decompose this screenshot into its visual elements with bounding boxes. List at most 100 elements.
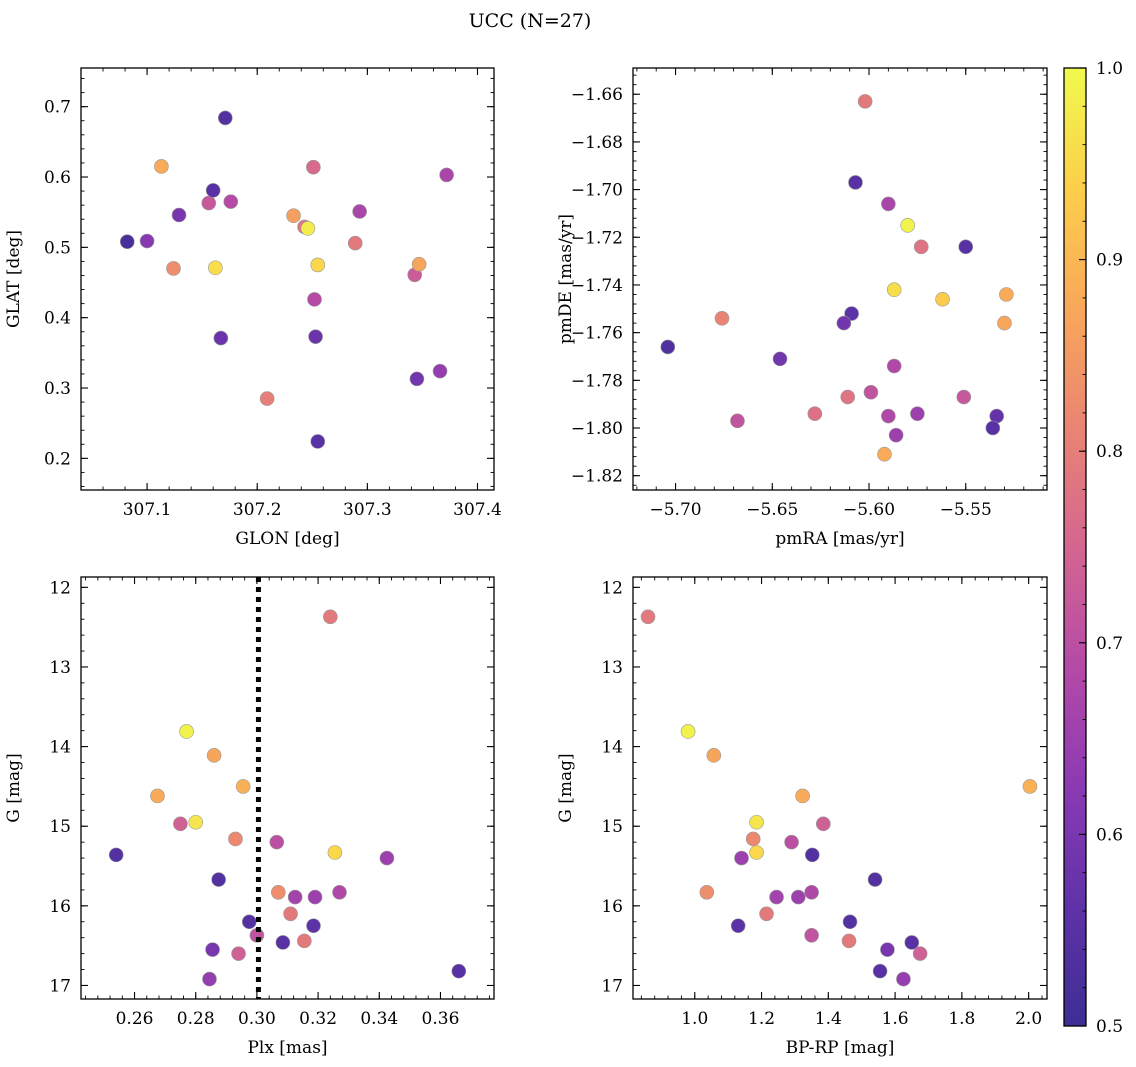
scatter-point xyxy=(997,315,1012,331)
scatter-point xyxy=(699,885,715,900)
scatter-point xyxy=(235,779,251,794)
scatter-point xyxy=(804,847,820,863)
panel-top-left: 307.1 307.2 307.3 307.4 0.2 0.3 0.4 0.5 0.6 0.7 GL… xyxy=(4,67,502,549)
scatter-point xyxy=(759,906,774,922)
scatter-point xyxy=(772,351,788,367)
scatter-point xyxy=(139,233,155,249)
scatter-point xyxy=(769,889,784,905)
scatter-point xyxy=(706,748,722,763)
y-tick-label: 0.4 xyxy=(44,309,71,329)
x-tick-label: 307.3 xyxy=(343,500,392,520)
scatter-point xyxy=(985,420,1001,436)
scatter-point xyxy=(888,427,904,443)
scatter-point xyxy=(872,963,888,979)
scatter-point xyxy=(714,311,730,326)
y-tick-label: −1.78 xyxy=(571,371,623,391)
scatter-point xyxy=(259,391,275,406)
scatter-point xyxy=(432,363,448,379)
scatter-point xyxy=(848,175,863,190)
scatter-point xyxy=(201,195,217,211)
scatter-point xyxy=(409,371,425,387)
x-axis-label: pmRA [mas/yr] xyxy=(775,529,904,549)
x-tick-label: 1.4 xyxy=(815,1009,842,1029)
scatter-point xyxy=(749,814,764,830)
y-tick-label: −1.72 xyxy=(571,228,623,248)
y-axis-label: G [mag] xyxy=(556,753,576,822)
colorbar-tick-label: 0.6 xyxy=(1096,825,1123,845)
scatter-point xyxy=(352,204,367,219)
scatter-point xyxy=(999,287,1014,302)
panel-bottom-left: 0.26 0.28 0.30 0.32 0.34 0.36 12 13 14 15 16 17 Plx … xyxy=(4,576,495,1058)
scatter-point xyxy=(867,872,883,887)
x-tick-label: 1.6 xyxy=(882,1009,909,1029)
scatter-point xyxy=(840,389,856,405)
scatter-point xyxy=(451,963,467,979)
scatter-point xyxy=(804,928,819,943)
scatter-point xyxy=(841,933,857,949)
x-tick-label: −5.70 xyxy=(650,500,702,520)
scatter-point xyxy=(269,834,285,850)
scatter-point xyxy=(680,724,696,739)
x-tick-label: −5.60 xyxy=(843,500,895,520)
scatter-point xyxy=(836,315,852,331)
y-tick-label: 17 xyxy=(601,976,623,996)
scatter-point xyxy=(211,872,226,887)
y-tick-label: −1.66 xyxy=(571,85,623,105)
scatter-point xyxy=(307,889,323,905)
scatter-point xyxy=(208,260,223,276)
scatter-point xyxy=(287,889,303,905)
y-tick-label: 0.3 xyxy=(44,379,71,399)
y-tick-label: 15 xyxy=(49,817,71,837)
panel-bottom-right: 1.0 1.2 1.4 1.6 1.8 2.0 12 13 14 15 16 17 BP-RP [mag… xyxy=(556,576,1048,1058)
scatter-point xyxy=(784,834,799,850)
scatter-point xyxy=(228,831,243,847)
scatter-point xyxy=(323,609,338,625)
scatter-point xyxy=(205,942,220,957)
scatter-point xyxy=(179,724,194,739)
axes-frame xyxy=(80,576,495,1000)
y-tick-label: −1.80 xyxy=(571,419,623,439)
x-tick-label: 1.2 xyxy=(748,1009,775,1029)
scatter-point xyxy=(223,194,239,209)
scatter-point xyxy=(347,235,363,251)
scatter-point xyxy=(206,748,222,763)
y-axis-label: GLAT [deg] xyxy=(4,230,24,328)
x-tick-label: −5.55 xyxy=(940,500,992,520)
y-tick-label: 17 xyxy=(49,976,71,996)
scatter-point xyxy=(171,207,187,223)
scatter-point xyxy=(749,845,764,860)
scatter-point xyxy=(863,384,879,400)
scatter-point xyxy=(795,788,810,804)
scatter-point xyxy=(896,971,911,987)
y-tick-label: 15 xyxy=(601,817,623,837)
scatter-point xyxy=(231,946,246,961)
scatter-point xyxy=(935,291,950,307)
x-tick-label: 0.32 xyxy=(299,1009,337,1029)
scatter-point xyxy=(306,918,321,934)
x-axis-label: BP-RP [mag] xyxy=(786,1038,895,1058)
x-tick-label: 307.1 xyxy=(123,500,172,520)
scatter-point xyxy=(108,847,124,863)
y-tick-label: −1.70 xyxy=(571,181,623,201)
colorbar: 0.5 0.6 0.7 0.8 0.9 1.0 xyxy=(1063,59,1123,1037)
scatter-point xyxy=(150,788,165,804)
scatter-point xyxy=(904,935,920,950)
scatter-point xyxy=(271,885,286,900)
scatter-point xyxy=(154,159,169,174)
scatter-point xyxy=(910,406,925,422)
scatter-point xyxy=(857,94,873,109)
scatter-point xyxy=(310,257,326,273)
scatter-point xyxy=(306,159,321,175)
x-axis-label: Plx [mas] xyxy=(247,1038,327,1058)
scatter-point xyxy=(881,408,896,424)
x-tick-label: 2.0 xyxy=(1015,1009,1042,1029)
scatter-point xyxy=(1022,779,1038,794)
scatter-point xyxy=(886,358,902,374)
scatter-point xyxy=(217,110,233,126)
y-axis-label: pmDE [mas/yr] xyxy=(556,214,576,344)
x-tick-label: −5.65 xyxy=(746,500,798,520)
scatter-point xyxy=(881,196,896,212)
y-tick-label: 0.7 xyxy=(44,98,71,118)
colorbar-tick-label: 0.7 xyxy=(1096,634,1123,654)
scatter-point xyxy=(790,889,806,905)
